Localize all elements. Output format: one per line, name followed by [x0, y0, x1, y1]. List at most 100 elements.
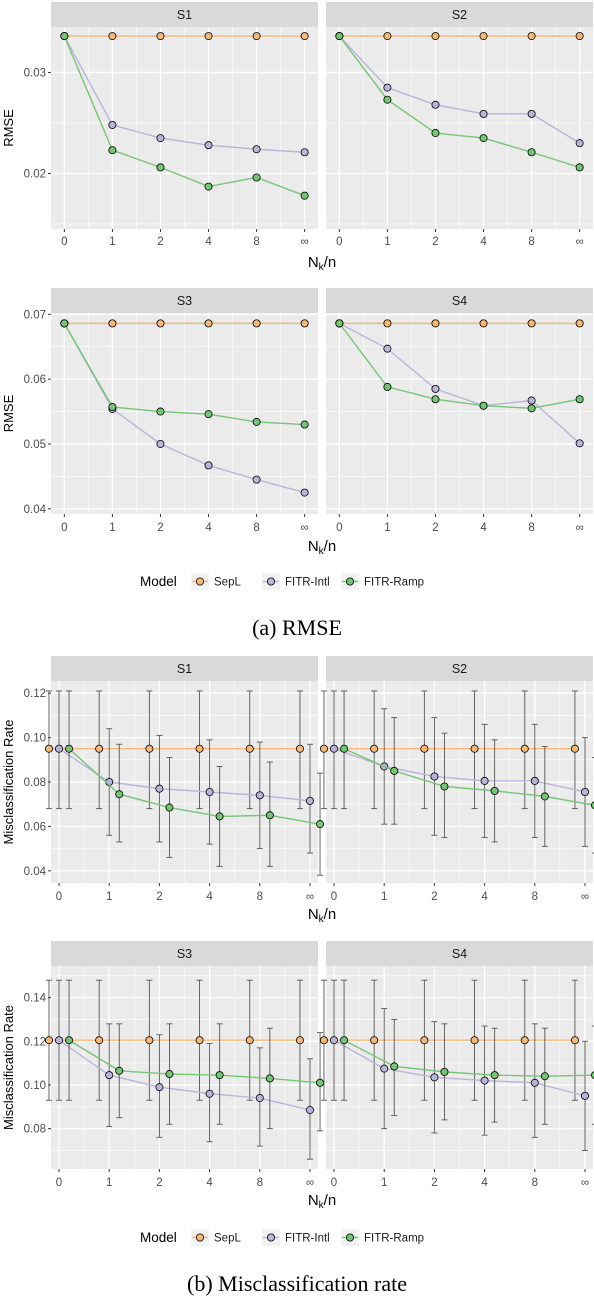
data-point: [165, 1070, 174, 1079]
data-point: [295, 744, 304, 753]
series-fitr-ramp: [340, 979, 594, 1125]
y-tick-label: 0.02: [24, 168, 46, 180]
y-tick-label: 0.05: [24, 439, 46, 451]
x-tick-label: 4: [481, 891, 488, 903]
data-point: [255, 1094, 264, 1103]
y-tick-label: 0.03: [24, 67, 46, 79]
series-sepl: [335, 32, 584, 41]
data-point: [265, 811, 274, 820]
x-tick-label: 8: [532, 1177, 538, 1189]
data-point: [195, 744, 204, 753]
data-point: [479, 32, 488, 41]
data-point: [330, 1036, 339, 1045]
legend-key-point: [195, 1233, 204, 1242]
x-tick-label: 4: [481, 1177, 488, 1189]
data-point: [108, 146, 117, 155]
data-point: [252, 145, 261, 154]
data-point: [480, 776, 489, 785]
data-point: [479, 401, 488, 410]
data-point: [383, 382, 392, 391]
x-tick-label: 2: [157, 236, 163, 248]
data-point: [319, 1036, 328, 1045]
data-point: [95, 744, 104, 753]
data-point: [530, 776, 539, 785]
x-tick-label: 2: [431, 1177, 437, 1189]
data-point: [527, 148, 536, 157]
data-point: [591, 801, 594, 810]
data-point: [470, 1036, 479, 1045]
data-point: [540, 1072, 549, 1081]
data-point: [340, 1036, 349, 1045]
data-point: [305, 796, 314, 805]
legend-entry-sepl: SepL: [191, 573, 241, 590]
panel-rmse-s4: S4 0 1 2 4 8 ∞: [326, 288, 593, 534]
data-point: [300, 488, 309, 497]
data-point: [205, 787, 214, 796]
x-tick-label: ∞: [576, 236, 584, 248]
series-sepl: [44, 979, 304, 1101]
x-tick-label: 0: [336, 236, 342, 248]
y-tick-label: 0.10: [24, 1080, 46, 1092]
series-fitr-ramp: [335, 319, 584, 413]
series-line: [63, 323, 305, 494]
series-line: [338, 35, 580, 169]
data-point: [300, 191, 309, 200]
data-point: [527, 404, 536, 413]
x-tick-label: 8: [253, 236, 259, 248]
series-fitr-ramp: [335, 32, 584, 172]
data-point: [431, 32, 440, 41]
data-point: [383, 344, 392, 353]
data-point: [245, 1036, 254, 1045]
data-point: [340, 744, 349, 753]
data-point: [335, 32, 344, 41]
y-tick-label: 0.14: [24, 993, 47, 1005]
facet-strip-label: S3: [177, 294, 192, 308]
legend-key-point: [345, 577, 354, 586]
data-point: [145, 744, 154, 753]
data-point: [430, 1073, 439, 1082]
data-point: [60, 32, 69, 41]
data-point: [527, 396, 536, 405]
panel-rmse-s1: S1 0.02 0.03 0 1 2 4 8 ∞: [24, 2, 318, 248]
data-point: [300, 32, 309, 41]
facet-strip: [326, 2, 593, 27]
data-point: [55, 1036, 64, 1045]
legend-title: Model: [140, 574, 177, 589]
legend-label: SepL: [214, 1233, 241, 1245]
panel-misclass-s3: S3 0.08 0.10 0.12 0.14 0 1 2 4 8 ∞: [24, 941, 325, 1189]
y-tick-label: 0.10: [24, 733, 46, 745]
x-tick-label: 0: [61, 522, 67, 534]
data-point: [108, 403, 117, 412]
facet-strip: [51, 941, 318, 966]
series-line: [63, 35, 305, 197]
x-tick-label: 1: [109, 522, 115, 534]
series-fitr-ramp: [60, 319, 309, 429]
data-point: [60, 319, 69, 328]
data-point: [527, 109, 536, 118]
y-tick-label: 0.12: [24, 688, 46, 700]
data-point: [430, 772, 439, 781]
series-line: [58, 748, 311, 802]
y-tick-label: 0.06: [24, 821, 46, 833]
data-point: [155, 784, 164, 793]
series-fitr-intl: [330, 690, 589, 847]
x-tick-label: 0: [336, 522, 342, 534]
series-line: [68, 748, 321, 825]
data-point: [390, 766, 399, 775]
data-point: [479, 109, 488, 118]
panel-misclass-s1: S1 0.04 0.06 0.08 0.10 0.12 0 1 2 4 8 ∞: [24, 656, 325, 903]
error-bar: [592, 1025, 594, 1125]
data-point: [575, 32, 584, 41]
y-tick-label: 0.04: [24, 504, 47, 516]
data-point: [295, 1036, 304, 1045]
data-point: [252, 173, 261, 182]
x-tick-label: ∞: [581, 1177, 589, 1189]
facet-strip: [51, 288, 318, 313]
x-tick-label: 1: [109, 236, 115, 248]
data-point: [44, 744, 53, 753]
x-axis-title: Nk/n: [308, 1192, 336, 1211]
data-point: [215, 812, 224, 821]
x-tick-label: 8: [528, 236, 534, 248]
x-tick-label: 1: [106, 891, 112, 903]
